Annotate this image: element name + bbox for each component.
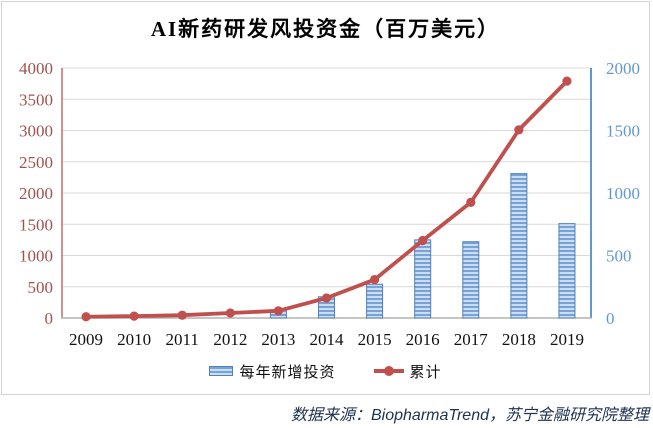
left-axis-tick: 4000 [19,59,53,78]
bar-2019 [558,223,576,319]
cumulative-marker-2012 [225,308,235,318]
left-axis-tick: 3000 [19,122,53,141]
cumulative-marker-2014 [321,293,332,303]
legend-label-annual: 每年新增投资 [239,364,336,381]
bar-2017 [462,241,480,319]
x-axis-label-2012: 2012 [213,330,247,349]
cumulative-marker-2019 [562,76,572,86]
left-axis-tick: 2500 [19,153,53,172]
left-axis-tick: 3500 [19,90,53,109]
bar-2015 [366,283,384,319]
x-axis-label-2017: 2017 [454,330,489,349]
x-axis-label-2018: 2018 [502,330,536,349]
x-axis-label-2011: 2011 [166,330,199,349]
cumulative-line [84,79,569,319]
cumulative-marker-2015 [369,274,380,285]
right-axis-tick: 1500 [606,122,640,141]
source-note: 数据来源：BiopharmaTrend，苏宁金融研究院整理 [291,407,649,424]
x-axis-label-2009: 2009 [69,330,103,349]
bar-2016 [414,239,432,319]
right-axis-tick: 0 [606,309,615,328]
x-axis-label-2010: 2010 [117,330,151,349]
line-series-swatch-icon [373,366,404,376]
legend-item-cumulative: 累计 [373,361,442,382]
cumulative-marker-2016 [418,235,428,246]
cumulative-marker-2013 [273,306,284,316]
cumulative-marker-2017 [466,197,476,207]
legend-item-annual: 每年新增投资 [209,361,335,382]
legend-label-cumulative: 累计 [409,364,442,381]
bar-series-swatch-icon [209,366,234,376]
x-axis-label-2013: 2013 [261,330,295,349]
x-axis-label-2016: 2016 [406,330,440,349]
cumulative-marker-2011 [177,310,187,320]
chart-plot-area: 4000 3500 3000 2500 2000 1500 1000 500 0 2000 1500… [19,59,640,349]
left-axis-tick: 2000 [19,184,53,203]
right-axis-tick: 500 [606,247,632,266]
chart-panel: AI新药研发风投资金（百万美元） 4000 3500 3000 2500 2000 150… [1,1,650,395]
x-axis-label-2019: 2019 [550,330,584,349]
chart-legend: 每年新增投资 累计 [2,358,649,384]
left-axis-tick: 1000 [19,247,53,266]
x-axis-label-2015: 2015 [358,330,392,349]
chart-title: AI新药研发风投资金（百万美元） [150,17,501,41]
left-axis-tick: 0 [45,309,54,328]
left-axis-tick: 500 [28,278,54,297]
cumulative-marker-2009 [81,312,91,322]
cumulative-marker-2010 [129,311,139,321]
left-axis-tick: 1500 [19,215,53,234]
cumulative-marker-2018 [514,125,524,135]
bar-2018 [510,173,528,319]
x-axis-label-2014: 2014 [310,330,345,349]
right-axis-tick: 1000 [606,184,640,203]
right-axis-tick: 2000 [606,59,640,78]
